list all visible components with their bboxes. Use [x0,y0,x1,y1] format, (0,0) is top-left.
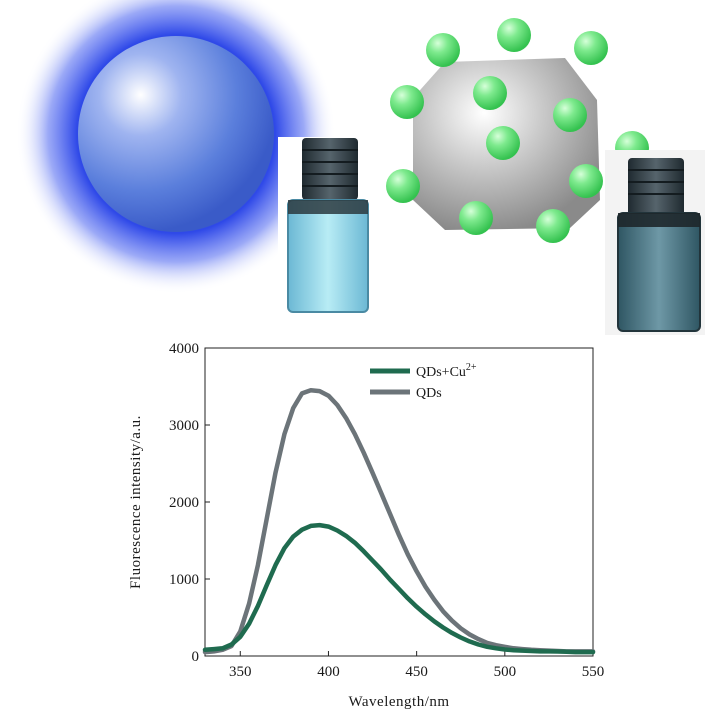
series-layer [202,388,596,655]
x-axis: 350 400 450 500 550 [229,651,604,680]
x-tick-label: 350 [229,664,252,680]
y-axis-label: Fluorescence intensity/a.u. [128,415,144,589]
x-tick-label: 550 [582,664,605,680]
y-tick-label: 0 [192,649,200,665]
fluorescence-chart: 350 400 450 500 550 0 1000 2000 3000 4000 Wavele… [128,341,604,710]
series-line-qds [202,388,596,655]
free-quantum-dot-icon [16,0,336,294]
y-tick-label: 3000 [169,418,199,434]
copper-ion-icons [386,18,649,243]
y-axis: 0 1000 2000 3000 4000 [169,341,210,665]
y-tick-label: 2000 [169,495,199,511]
vial-bright-fluorescence-icon [278,137,374,313]
legend-item-qds-cu: QDs+Cu2+ [370,362,477,380]
series-line-qds-cu [202,522,596,655]
x-tick-label: 400 [317,664,340,680]
legend-item-qds: QDs [370,386,442,401]
y-tick-label: 4000 [169,341,199,357]
legend-label-qds-cu: QDs+Cu2+ [416,362,477,380]
x-tick-label: 450 [405,664,428,680]
x-axis-label: Wavelength/nm [348,694,449,710]
x-tick-label: 500 [494,664,517,680]
vial-quenched-fluorescence-icon [605,150,705,335]
y-tick-label: 1000 [169,572,199,588]
legend: QDs+Cu2+ QDs [370,362,477,401]
legend-label-qds: QDs [416,386,442,401]
